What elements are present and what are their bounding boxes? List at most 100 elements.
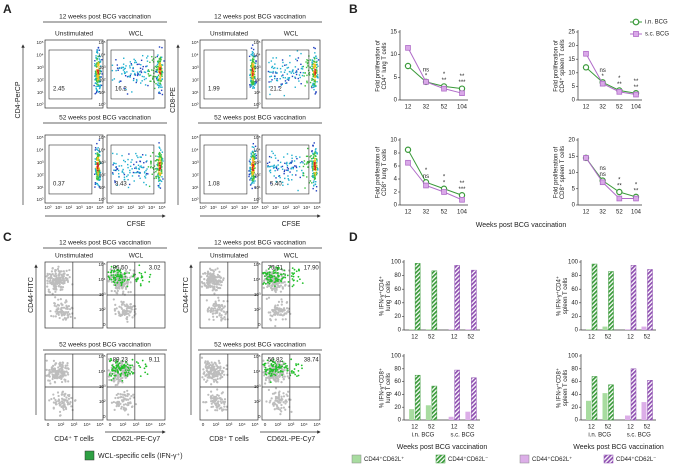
y-tick-label: 10³ — [254, 65, 261, 70]
event-dot — [158, 92, 160, 94]
event-dot — [269, 359, 272, 362]
panel-label: A — [3, 2, 12, 16]
event-dot — [159, 92, 161, 95]
event-dot — [209, 284, 212, 287]
event-dot — [56, 309, 59, 312]
event-dot — [65, 269, 68, 272]
event-dot — [159, 62, 161, 64]
event-dot — [130, 64, 133, 66]
event-dot — [269, 278, 272, 281]
event-dot — [152, 151, 154, 154]
event-dot — [282, 74, 284, 76]
point — [583, 155, 589, 161]
event-dot — [155, 77, 158, 80]
event-dot — [139, 177, 141, 180]
event-dot — [126, 71, 128, 73]
event-dot — [155, 70, 157, 73]
gate-value: 0.37 — [53, 182, 65, 188]
event-dot — [96, 156, 99, 159]
event-dot — [123, 57, 125, 59]
event-dot — [145, 184, 147, 186]
y-tick-label: 10² — [254, 399, 261, 404]
bar — [647, 269, 653, 331]
event-dot — [60, 405, 63, 409]
event-dot — [120, 303, 124, 306]
event-dot — [312, 168, 314, 171]
event-dot — [277, 300, 281, 303]
event-dot — [255, 55, 257, 57]
event-dot — [154, 160, 157, 162]
event-dot — [139, 156, 141, 158]
event-dot — [127, 178, 129, 181]
event-dot — [312, 185, 315, 187]
event-dot — [97, 65, 99, 67]
event-dot — [137, 156, 139, 159]
event-dot — [96, 62, 98, 64]
event-dot — [218, 362, 221, 365]
event-dot — [314, 176, 316, 178]
y-tick-label: 10³ — [99, 65, 106, 70]
event-dot — [101, 73, 103, 75]
event-dot — [146, 57, 148, 59]
event-dot — [252, 62, 254, 64]
event-dot — [267, 388, 270, 392]
y-tick-label: 5 — [572, 186, 576, 192]
event-dot — [94, 160, 96, 163]
legend-swatch — [84, 450, 95, 461]
x-tick-label: 10⁵ — [313, 422, 320, 427]
event-dot — [292, 69, 294, 71]
event-dot — [126, 394, 129, 398]
y-axis-label: % IFN-γ⁺CD4⁺ — [379, 276, 386, 316]
event-dot — [287, 79, 290, 81]
event-dot — [95, 85, 97, 88]
event-dot — [296, 157, 298, 160]
event-dot — [254, 167, 256, 169]
gate — [48, 49, 93, 100]
event-dot — [122, 290, 125, 293]
event-dot — [158, 66, 161, 68]
event-dot — [220, 284, 223, 287]
event-dot — [159, 179, 162, 182]
event-dot — [316, 81, 318, 83]
event-dot — [158, 151, 161, 154]
event-dot — [134, 59, 137, 62]
event-dot — [307, 69, 310, 72]
event-dot — [200, 275, 203, 278]
event-dot — [160, 160, 162, 162]
event-dot — [159, 152, 161, 155]
event-dot — [95, 78, 97, 80]
event-dot — [255, 80, 257, 83]
event-dot — [126, 363, 129, 366]
event-dot — [96, 175, 98, 177]
event-dot — [98, 91, 100, 93]
y-tick-label: 10³ — [192, 65, 199, 70]
event-dot — [298, 80, 300, 82]
event-dot — [297, 57, 300, 59]
event-dot — [159, 159, 162, 161]
event-dot — [252, 176, 255, 178]
event-dot — [248, 173, 251, 176]
event-dot — [117, 169, 120, 172]
significance: ns — [599, 172, 605, 178]
event-dot — [311, 150, 313, 153]
event-dot — [307, 60, 309, 62]
y-axis-label: spleen T cells — [563, 278, 569, 314]
y-tick-label: 10² — [254, 77, 261, 82]
event-dot — [290, 275, 293, 277]
event-dot — [99, 70, 101, 73]
event-dot — [97, 167, 99, 169]
y-tick-label: 40 — [394, 392, 401, 398]
event-dot — [51, 377, 54, 381]
event-dot — [277, 371, 280, 374]
event-dot — [116, 292, 119, 295]
event-dot — [124, 311, 127, 314]
event-dot — [152, 58, 155, 60]
event-dot — [313, 178, 316, 180]
event-dot — [210, 405, 213, 409]
event-dot — [64, 366, 67, 369]
event-dot — [96, 153, 99, 156]
series-line — [407, 47, 463, 94]
event-dot — [122, 63, 125, 65]
event-dot — [211, 374, 214, 377]
event-dot — [126, 389, 129, 392]
